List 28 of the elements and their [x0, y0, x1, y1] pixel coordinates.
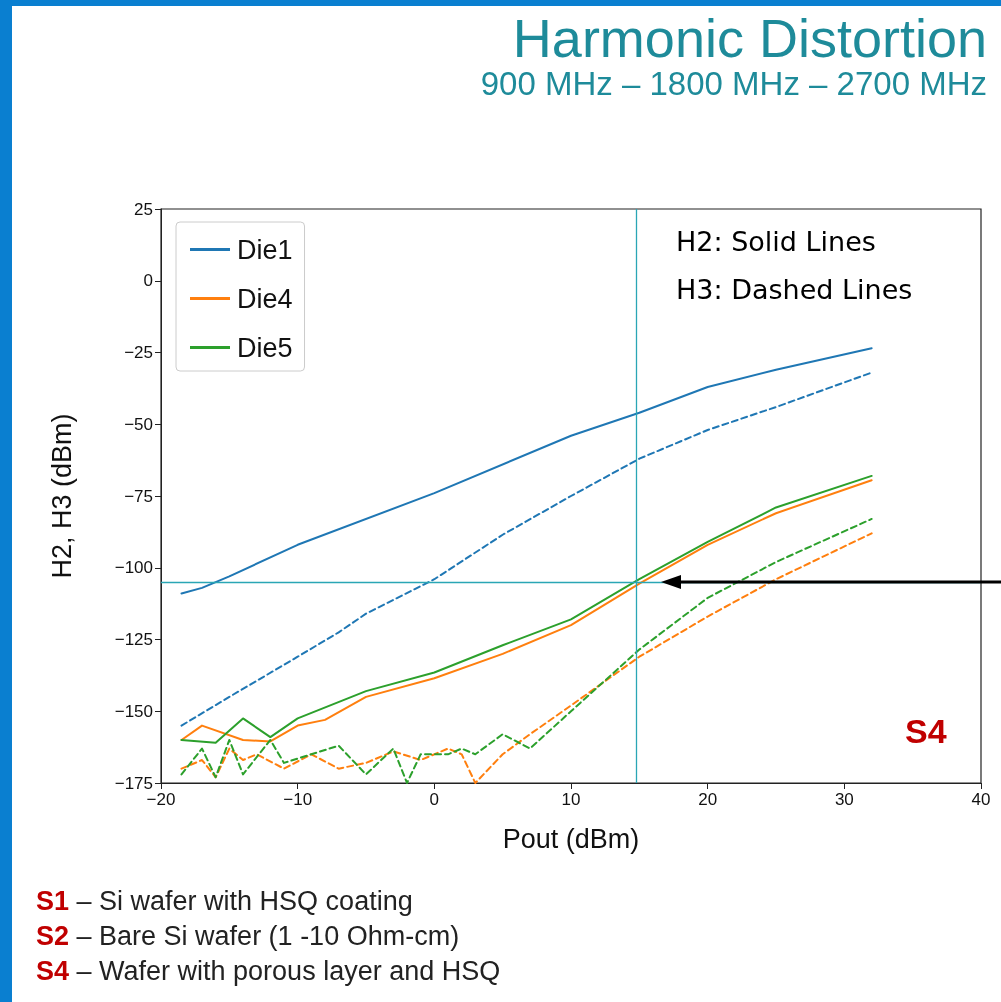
y-tick-label: −125	[114, 630, 153, 649]
annotation: S4	[905, 712, 947, 751]
text: S4 – Wafer with porous layer and HSQ	[36, 956, 501, 987]
x-tick-label: 0	[429, 790, 440, 809]
y-tick-label: −175	[114, 773, 153, 793]
y-tick-label: −75	[124, 486, 153, 506]
line-series	[180, 371, 873, 727]
x-tick-label: 20	[698, 790, 718, 809]
x-tick-label: 10	[561, 790, 581, 809]
legend-label: Die5	[237, 332, 293, 363]
text: S2 – Bare Si wafer (1 -10 Ohm-cm)	[36, 921, 460, 952]
y-tick-label: −100	[114, 558, 153, 578]
y-tick-label: 0	[143, 271, 153, 291]
y-tick-label: −150	[114, 701, 153, 721]
x-tick-label: 30	[834, 790, 854, 809]
annotation: H3: Dashed Lines	[676, 274, 913, 305]
x-tick-label: −20	[146, 790, 176, 809]
y-tick-label: −50	[124, 414, 153, 434]
y-axis-title: H2, H3 (dBm)	[46, 413, 77, 579]
y-tick-label: −25	[124, 343, 153, 362]
legend-label: Die1	[237, 234, 293, 265]
text: S1 – Si wafer with HSQ coating	[36, 886, 413, 916]
legend-label: Die4	[237, 283, 293, 314]
x-tick-label: −10	[283, 790, 313, 809]
annotation: H2: Solid Lines	[676, 226, 876, 257]
x-tick-label: 40	[971, 790, 991, 809]
x-axis-title: Pout (dBm)	[502, 823, 640, 854]
y-tick-label: 25	[134, 199, 153, 219]
